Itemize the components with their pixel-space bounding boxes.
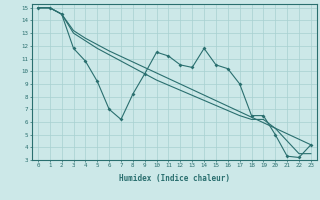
X-axis label: Humidex (Indice chaleur): Humidex (Indice chaleur) xyxy=(119,174,230,183)
